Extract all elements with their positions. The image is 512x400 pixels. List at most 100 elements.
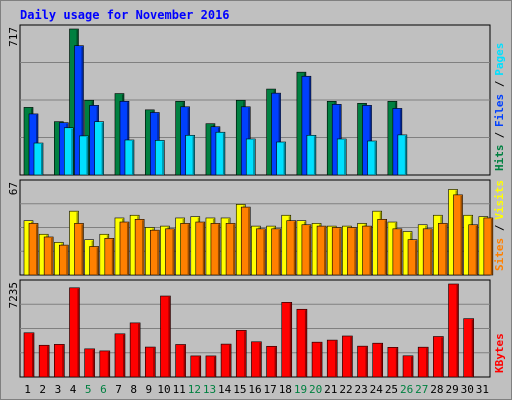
- sites-bar-shade: [111, 239, 114, 275]
- kbytes-bar: [175, 344, 186, 378]
- kbytes-bar-shade: [183, 345, 186, 377]
- files-bar-shade: [126, 102, 129, 175]
- legend-separator: /: [493, 224, 506, 231]
- kbytes-bar: [463, 318, 474, 378]
- legend-separator: /: [493, 132, 506, 139]
- kbytes-bar: [99, 350, 111, 378]
- kbytes-bar-shade: [304, 310, 307, 377]
- x-tick-label: 25: [385, 383, 398, 396]
- sites-bar: [453, 194, 463, 276]
- sites-bar-shade: [308, 225, 311, 275]
- x-tick-label: 2: [39, 383, 46, 396]
- files-bar: [271, 92, 281, 176]
- pages-bar: [94, 121, 104, 176]
- sites-bar: [407, 239, 418, 276]
- sites-bar-shade: [51, 237, 53, 275]
- kbytes-bar: [114, 333, 126, 378]
- kbytes-bar: [251, 341, 262, 378]
- sites-bar: [149, 229, 160, 276]
- sites-bar: [195, 221, 206, 276]
- sites-bar: [271, 228, 281, 276]
- x-tick-label: 15: [233, 383, 246, 396]
- sites-bar-shade: [278, 229, 281, 275]
- kbytes-bar: [326, 339, 338, 378]
- sites-bar: [134, 219, 145, 276]
- x-tick-label: 22: [339, 383, 352, 396]
- x-tick-label: 13: [203, 383, 216, 396]
- kbytes-bar-shade: [62, 345, 64, 377]
- kbytes-bar-shade: [138, 323, 140, 377]
- sites-bar: [180, 223, 190, 276]
- x-tick-label: 8: [130, 383, 137, 396]
- sites-bar-shade: [415, 240, 417, 275]
- pages-bar: [33, 142, 44, 176]
- kbytes-bar-shade: [198, 356, 201, 377]
- sites-bar-shade: [399, 229, 402, 275]
- kbytes-bar: [84, 348, 95, 378]
- sites-bar-shade: [81, 224, 83, 275]
- sites-bar: [362, 225, 372, 276]
- kbytes-bar-shade: [456, 285, 459, 377]
- pages-bar-shade: [192, 136, 195, 175]
- pages-bar-shade: [222, 133, 225, 175]
- kbytes-bar-shade: [471, 319, 474, 377]
- kbytes-bar: [23, 332, 35, 378]
- sites-bar: [165, 228, 175, 276]
- files-bar-shade: [81, 46, 83, 175]
- files-bar-shade: [369, 106, 372, 175]
- sites-bar: [43, 236, 54, 276]
- panel-1-max-label: 717: [7, 27, 20, 47]
- pages-bar: [79, 135, 89, 176]
- sites-bar: [422, 228, 433, 276]
- sites-bar-shade: [324, 227, 326, 275]
- sites-bar-shade: [233, 224, 235, 275]
- kbytes-bar-shade: [122, 334, 125, 377]
- sites-bar-shade: [384, 220, 387, 275]
- kbytes-bar-shade: [107, 351, 110, 377]
- x-tick-label: 28: [430, 383, 443, 396]
- sites-bar: [119, 221, 130, 276]
- x-tick-label: 6: [100, 383, 107, 396]
- pages-bar-shade: [101, 122, 104, 175]
- x-tick-label: 21: [324, 383, 337, 396]
- pages-bar-shade: [283, 143, 286, 175]
- sites-bar-shade: [339, 228, 341, 275]
- kbytes-bar-shade: [441, 337, 443, 377]
- sites-bar: [89, 246, 99, 276]
- sites-bar: [28, 223, 39, 276]
- sites-bar: [104, 238, 115, 276]
- pages-bar: [276, 141, 286, 176]
- sites-bar: [392, 228, 403, 276]
- kbytes-bar-shade: [32, 333, 34, 377]
- kbytes-bar: [311, 341, 323, 378]
- kbytes-bar-shade: [395, 348, 398, 377]
- sites-bar-shade: [445, 224, 447, 275]
- pages-bar-shade: [313, 136, 316, 175]
- sites-bar: [331, 227, 342, 276]
- pages-bar: [245, 138, 256, 176]
- legend-kbytes: KBytes: [493, 333, 506, 373]
- sites-bar-shade: [142, 220, 144, 275]
- pages-bar-shade: [344, 139, 346, 175]
- sites-bar-shade: [96, 247, 99, 275]
- legend-pages: Pages: [493, 43, 506, 76]
- kbytes-bar: [417, 346, 429, 378]
- kbytes-bar: [296, 308, 308, 378]
- x-tick-label: 5: [85, 383, 92, 396]
- kbytes-bar: [448, 283, 459, 378]
- kbytes-bar-shade: [229, 345, 231, 377]
- sites-bar-shade: [172, 229, 174, 275]
- sites-bar: [225, 223, 236, 276]
- kbytes-bar: [235, 330, 247, 378]
- kbytes-bar-shade: [47, 346, 49, 377]
- x-tick-label: 12: [188, 383, 201, 396]
- sites-bar: [377, 219, 388, 276]
- sites-bar: [483, 217, 494, 276]
- chart-title: Daily usage for November 2016: [20, 8, 230, 22]
- panel-2-max-label: 67: [7, 182, 20, 195]
- pages-bar: [64, 127, 74, 176]
- pages-bar: [215, 131, 226, 176]
- kbytes-bar-shade: [365, 347, 368, 377]
- pages-bar: [306, 134, 317, 176]
